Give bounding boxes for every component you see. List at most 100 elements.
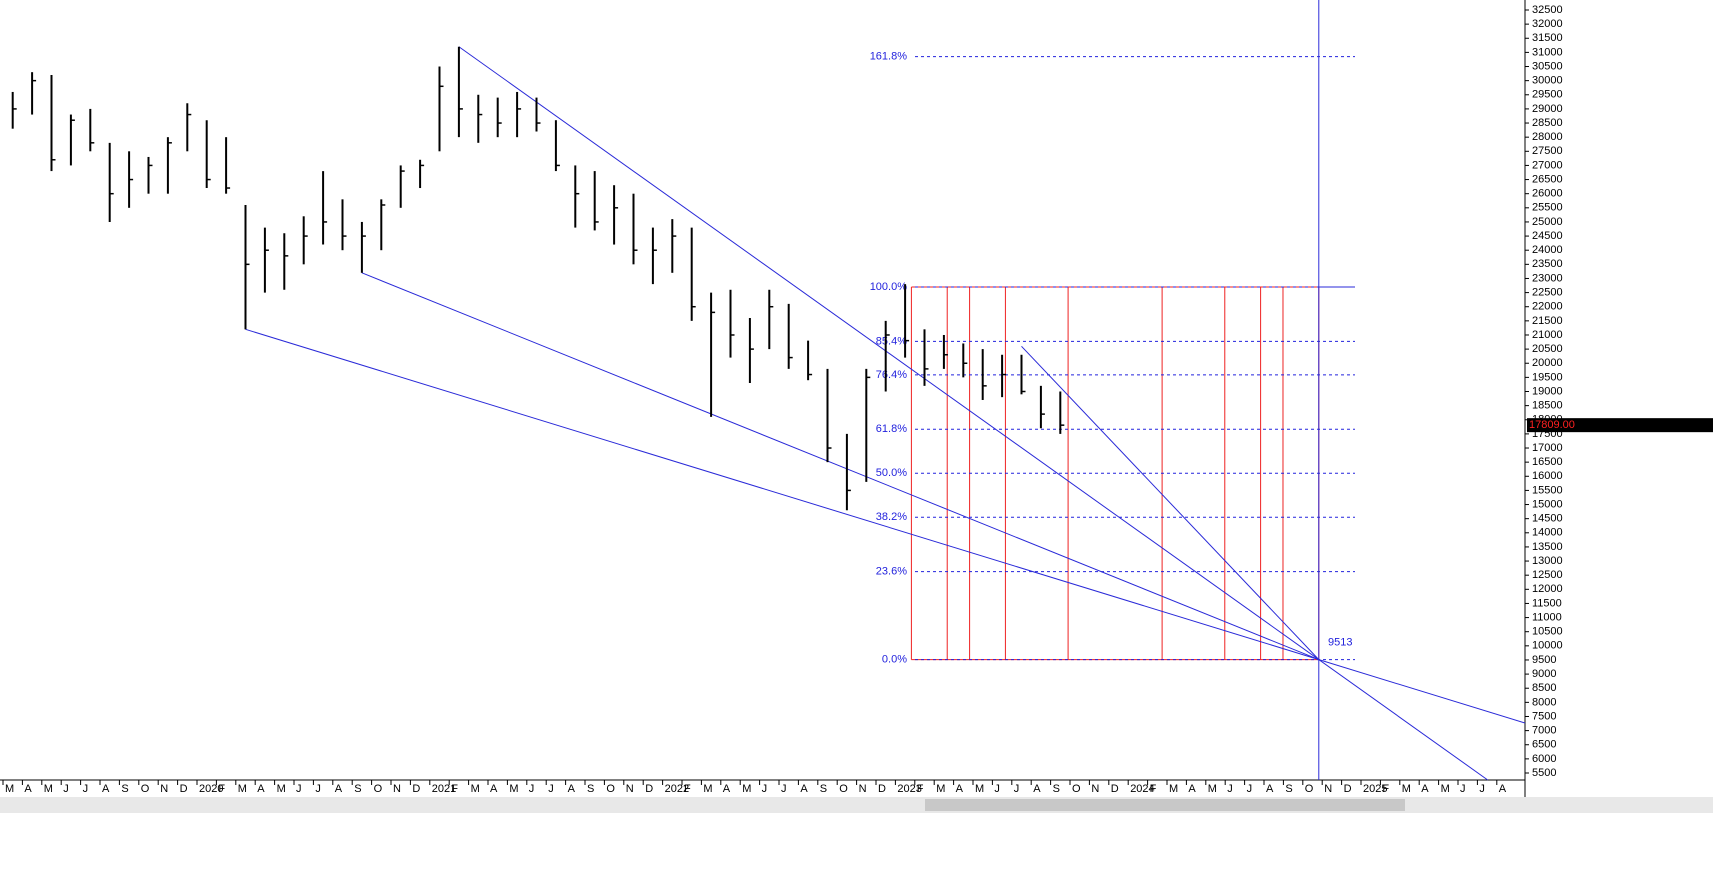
x-tick-label: J: [1460, 783, 1466, 795]
x-tick-label: N: [160, 783, 168, 795]
x-tick-label: A: [24, 783, 32, 795]
y-tick-label: 22000: [1532, 301, 1563, 313]
x-tick-label: F: [1382, 783, 1389, 795]
x-tick-label: M: [975, 783, 984, 795]
y-tick-label: 24500: [1532, 230, 1563, 242]
fib-label: 161.8%: [870, 51, 908, 63]
x-tick-label: N: [1091, 783, 1099, 795]
y-tick-label: 31500: [1532, 32, 1563, 44]
y-tick-label: 21500: [1532, 315, 1563, 327]
x-tick-label: F: [684, 783, 691, 795]
y-tick-label: 8500: [1532, 682, 1556, 694]
y-tick-label: 8000: [1532, 696, 1556, 708]
x-tick-label: M: [1441, 783, 1450, 795]
apex-label: 9513: [1328, 637, 1352, 649]
x-tick-label: J: [1227, 783, 1233, 795]
x-tick-label: M: [44, 783, 53, 795]
x-tick-label: J: [1479, 783, 1485, 795]
x-tick-label: J: [315, 783, 321, 795]
y-tick-label: 18500: [1532, 400, 1563, 412]
x-tick-label: 2024: [1130, 783, 1154, 795]
x-tick-label: S: [587, 783, 594, 795]
x-tick-label: J: [529, 783, 535, 795]
x-tick-label: J: [548, 783, 554, 795]
x-tick-label: O: [606, 783, 615, 795]
y-tick-label: 12000: [1532, 583, 1563, 595]
y-tick-label: 26500: [1532, 173, 1563, 185]
x-tick-label: O: [1305, 783, 1314, 795]
x-tick-label: D: [412, 783, 420, 795]
y-tick-label: 23500: [1532, 258, 1563, 270]
x-tick-label: A: [102, 783, 110, 795]
x-tick-label: J: [296, 783, 302, 795]
x-tick-label: F: [451, 783, 458, 795]
y-tick-label: 29000: [1532, 103, 1563, 115]
y-tick-label: 27500: [1532, 145, 1563, 157]
y-tick-label: 21000: [1532, 329, 1563, 341]
y-tick-label: 30500: [1532, 60, 1563, 72]
x-tick-label: M: [238, 783, 247, 795]
fib-label: 61.8%: [876, 423, 907, 435]
x-tick-label: A: [1421, 783, 1429, 795]
x-tick-label: J: [994, 783, 1000, 795]
y-tick-label: 7000: [1532, 725, 1556, 737]
y-tick-label: 9000: [1532, 668, 1556, 680]
y-tick-label: 32000: [1532, 18, 1563, 30]
x-tick-label: D: [180, 783, 188, 795]
last-price-box: [1527, 418, 1713, 433]
trend-line: [361, 272, 1319, 661]
x-tick-label: J: [1014, 783, 1020, 795]
x-tick-label: A: [568, 783, 576, 795]
scrollbar[interactable]: [0, 797, 1713, 813]
y-tick-label: 10500: [1532, 626, 1563, 638]
y-tick-label: 20500: [1532, 343, 1563, 355]
y-tick-label: 27000: [1532, 159, 1563, 171]
x-tick-label: 2020: [199, 783, 223, 795]
y-tick-label: 31000: [1532, 46, 1563, 58]
y-tick-label: 28000: [1532, 131, 1563, 143]
y-tick-label: 6000: [1532, 753, 1556, 765]
x-tick-label: N: [626, 783, 634, 795]
x-tick-label: J: [762, 783, 768, 795]
y-tick-label: 25500: [1532, 202, 1563, 214]
fib-label: 50.0%: [876, 467, 907, 479]
y-tick-label: 28500: [1532, 117, 1563, 129]
y-tick-label: 12500: [1532, 569, 1563, 581]
x-tick-label: S: [820, 783, 827, 795]
y-tick-label: 19500: [1532, 371, 1563, 383]
x-tick-label: M: [742, 783, 751, 795]
y-tick-label: 11500: [1532, 597, 1562, 609]
x-tick-label: S: [1053, 783, 1060, 795]
x-tick-label: D: [1344, 783, 1352, 795]
x-tick-label: F: [917, 783, 924, 795]
x-tick-label: N: [1324, 783, 1332, 795]
x-tick-label: O: [1072, 783, 1081, 795]
x-tick-label: A: [800, 783, 808, 795]
x-tick-label: O: [141, 783, 150, 795]
y-tick-label: 11000: [1532, 611, 1562, 623]
scroll-thumb[interactable]: [925, 799, 1405, 811]
x-tick-label: A: [335, 783, 343, 795]
y-tick-label: 16500: [1532, 456, 1563, 468]
y-tick-label: 9500: [1532, 654, 1556, 666]
x-tick-label: M: [471, 783, 480, 795]
trend-line: [458, 46, 1489, 781]
y-tick-label: 29500: [1532, 89, 1563, 101]
x-tick-label: 2022: [665, 783, 689, 795]
y-tick-label: 13000: [1532, 555, 1563, 567]
x-tick-label: M: [1169, 783, 1178, 795]
y-tick-label: 26000: [1532, 188, 1563, 200]
x-tick-label: N: [393, 783, 401, 795]
plot: 5500 6000 6500 7000 7500 8000 8500 9000 9500 1000…: [2, 0, 1713, 795]
y-tick-label: 15500: [1532, 484, 1563, 496]
y-tick-label: 5500: [1532, 767, 1556, 779]
x-tick-label: A: [1188, 783, 1196, 795]
x-tick-label: 2021: [432, 783, 456, 795]
y-tick-label: 16000: [1532, 470, 1563, 482]
y-tick-label: 15000: [1532, 498, 1563, 510]
y-tick-label: 13500: [1532, 541, 1563, 553]
x-tick-label: M: [936, 783, 945, 795]
x-tick-label: S: [1285, 783, 1292, 795]
